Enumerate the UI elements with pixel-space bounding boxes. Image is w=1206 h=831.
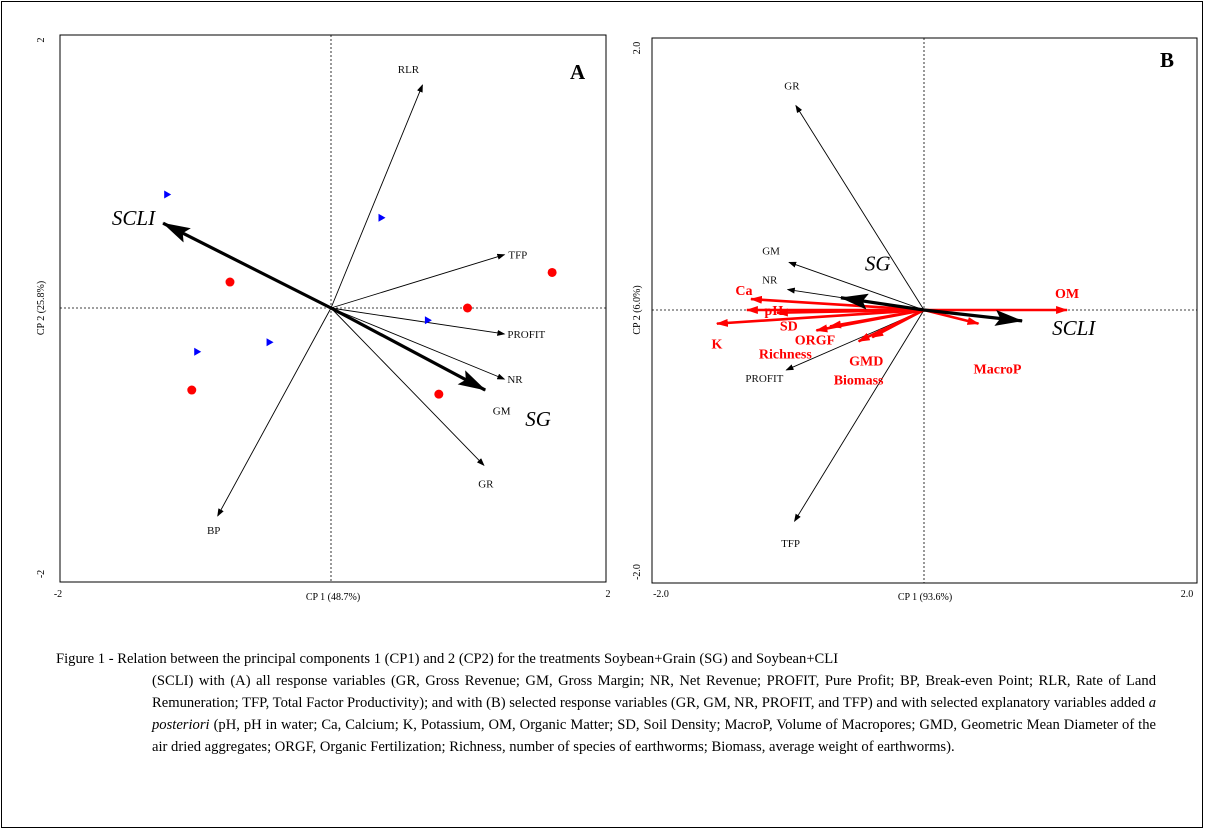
panel-a-tfp-label: TFP bbox=[508, 250, 527, 262]
panel-a-gm-label: GM bbox=[493, 406, 511, 418]
panel-a-profit-label: PROFIT bbox=[507, 329, 545, 341]
panel-b-xtick-max: 2.0 bbox=[1181, 589, 1194, 600]
panel-a-gr-vector bbox=[330, 307, 485, 466]
panel-a-bp-label: BP bbox=[207, 525, 220, 537]
figure-caption: Figure 1 - Relation between the principa… bbox=[56, 648, 1156, 758]
panel-b-gr-vector bbox=[795, 104, 925, 311]
panel-a-scli-point-0 bbox=[164, 190, 172, 199]
panel-b-richness-label: Richness bbox=[759, 347, 812, 362]
panel-a-xlabel: CP 1 (48.7%) bbox=[306, 592, 360, 603]
panel-b-macrop-label: MacroP bbox=[974, 363, 1022, 378]
panel-a-label: A bbox=[570, 60, 586, 84]
panel-a-rlr-vector bbox=[330, 84, 423, 309]
panel-b-orgf-label: ORGF bbox=[795, 333, 835, 348]
panel-a-sg-point-7 bbox=[547, 267, 557, 277]
panel-b: B CP 1 (93.6%) CP 2 (6.0%) -2.0 2.0 2.0 … bbox=[632, 37, 1198, 603]
panel-b-nr-label: NR bbox=[762, 275, 778, 287]
panel-a-scli-point-4 bbox=[194, 347, 202, 356]
figure-biplots: A CP 1 (48.7%) CP 2 (25.8%) -2 2 2 -2 RL… bbox=[36, 34, 1198, 603]
panel-b-xlabel: CP 1 (93.6%) bbox=[898, 592, 952, 603]
panel-a-scli-vector bbox=[162, 221, 332, 310]
panel-b-sg-vector bbox=[839, 293, 925, 312]
panel-a-sg-point-6 bbox=[463, 303, 472, 313]
panel-a-ylabel: CP 2 (25.8%) bbox=[36, 281, 47, 335]
caption-body-part2: (pH, pH in water; Ca, Calcium; K, Potass… bbox=[152, 717, 1157, 755]
panel-a-sg-label: SG bbox=[525, 407, 551, 431]
panel-a-xtick-min: -2 bbox=[54, 589, 62, 600]
panel-a-scli-label: SCLI bbox=[112, 206, 156, 230]
panel-b-tfp-label: TFP bbox=[781, 538, 800, 550]
panel-b-ylabel: CP 2 (6.0%) bbox=[632, 285, 643, 334]
panel-b-scli-vector bbox=[923, 308, 1024, 326]
panel-a-sg-point-9 bbox=[434, 389, 444, 399]
panel-b-gm-vector bbox=[788, 261, 925, 311]
panel-a: A CP 1 (48.7%) CP 2 (25.8%) -2 2 2 -2 RL… bbox=[36, 34, 611, 603]
panel-a-xtick-max: 2 bbox=[606, 589, 611, 600]
caption-body-part1: (SCLI) with (A) all response variables (… bbox=[152, 673, 1156, 711]
panel-a-sg-point-5 bbox=[225, 277, 235, 287]
panel-b-richness-vector bbox=[815, 308, 925, 333]
panel-b-gr-label: GR bbox=[784, 81, 800, 93]
panel-b-biomass-label: Biomass bbox=[834, 373, 884, 388]
panel-a-sg-point-8 bbox=[187, 385, 197, 395]
panel-b-ca-vector bbox=[749, 295, 925, 312]
panel-a-gr-label: GR bbox=[478, 478, 494, 490]
panel-a-bp-vector bbox=[217, 307, 332, 517]
panel-b-om-label: OM bbox=[1055, 287, 1079, 302]
panel-b-scli-label: SCLI bbox=[1052, 316, 1096, 340]
panel-a-rlr-label: RLR bbox=[398, 64, 420, 76]
panel-b-k-vector bbox=[715, 308, 925, 327]
panel-a-scli-point-3 bbox=[266, 338, 274, 347]
panel-b-plot-border bbox=[651, 37, 1198, 584]
panel-a-nr-vector bbox=[330, 307, 506, 380]
panel-b-biomass-vector bbox=[857, 308, 925, 343]
panel-b-xtick-min: -2.0 bbox=[653, 589, 669, 600]
caption-italic: a posteriori bbox=[152, 695, 1156, 733]
panel-a-ytick-max: 2 bbox=[36, 38, 47, 43]
panel-b-ytick-max: 2.0 bbox=[632, 42, 643, 55]
panel-b-tfp-vector bbox=[794, 309, 925, 523]
panel-a-tfp-vector bbox=[330, 253, 506, 309]
panel-b-gm-label: GM bbox=[762, 245, 780, 257]
panel-a-profit-vector bbox=[330, 307, 506, 336]
panel-a-nr-label: NR bbox=[507, 374, 523, 386]
panel-a-scli-point-1 bbox=[378, 213, 386, 222]
panel-b-sd-label: SD bbox=[780, 320, 798, 335]
panel-a-sg-vector bbox=[330, 306, 487, 392]
panel-b-ca-label: Ca bbox=[735, 284, 752, 299]
caption-body: (SCLI) with (A) all response variables (… bbox=[56, 670, 1156, 758]
panel-b-profit-label: PROFIT bbox=[745, 373, 783, 385]
panel-b-label: B bbox=[1160, 48, 1174, 72]
panel-b-sg-label: SG bbox=[865, 252, 891, 276]
panel-b-gmd-label: GMD bbox=[849, 354, 883, 369]
panel-a-ytick-min: -2 bbox=[36, 570, 47, 578]
caption-lead: Figure 1 - Relation between the principa… bbox=[56, 651, 839, 667]
panel-b-ytick-min: -2.0 bbox=[632, 564, 643, 580]
panel-b-k-label: K bbox=[711, 338, 722, 353]
panel-a-scli-point-2 bbox=[424, 316, 432, 325]
panel-a-plot-border bbox=[59, 34, 607, 583]
